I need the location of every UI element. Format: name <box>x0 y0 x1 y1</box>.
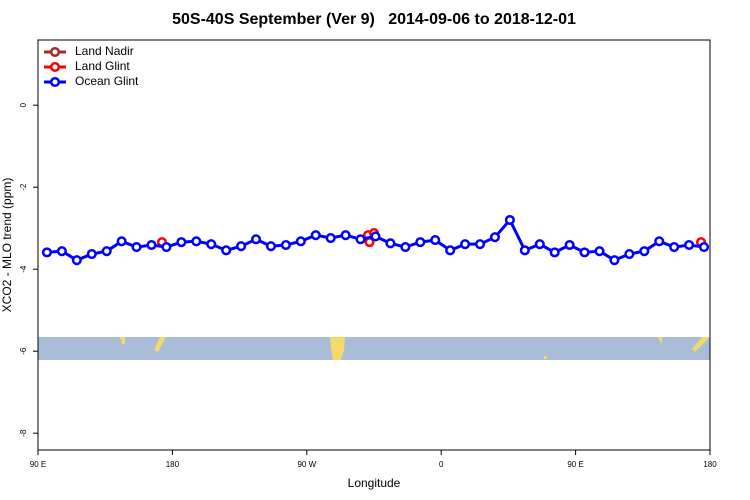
data-point <box>236 241 247 252</box>
data-point <box>250 234 262 245</box>
y-axis-label: XCO2 - MLO trend (ppm) <box>0 178 14 313</box>
legend-marker <box>49 76 61 88</box>
data-point <box>86 248 97 260</box>
data-point <box>460 239 471 250</box>
land-patch <box>120 337 125 344</box>
data-point <box>564 239 575 251</box>
data-point <box>310 230 321 241</box>
data-point <box>71 255 82 266</box>
y-tick-label: -6 <box>19 347 28 355</box>
data-point <box>654 236 665 247</box>
legend-label: Land Glint <box>75 59 130 73</box>
y-tick-label: -4 <box>19 265 28 273</box>
x-tick-label: 90 E <box>567 460 583 469</box>
data-point <box>101 246 112 257</box>
data-point <box>400 242 411 253</box>
data-point <box>131 242 142 253</box>
data-point <box>445 245 456 256</box>
data-point <box>669 242 680 253</box>
data-point <box>280 239 291 251</box>
y-tick-label: 0 <box>19 102 28 107</box>
data-point <box>191 236 202 247</box>
chart-title: 50S-40S September (Ver 9) 2014-09-06 to … <box>172 11 576 28</box>
data-point <box>519 245 530 256</box>
legend-label: Land Nadir <box>75 44 134 58</box>
plot-frame <box>37 39 711 451</box>
land-patch <box>330 337 345 360</box>
data-point <box>415 237 426 248</box>
data-point <box>684 239 695 251</box>
y-tick-label: -8 <box>19 429 28 437</box>
legend-marker <box>49 61 61 73</box>
land-patch <box>154 337 166 352</box>
x-tick-label: 180 <box>166 460 180 469</box>
data-point <box>474 239 486 250</box>
data-point <box>340 230 351 241</box>
x-tick-label: 180 <box>703 460 717 469</box>
data-point <box>355 234 366 245</box>
x-axis-label: Longitude <box>348 476 401 490</box>
data-point <box>116 236 127 247</box>
data-point <box>624 248 635 260</box>
legend-label: Ocean Glint <box>75 74 139 88</box>
land-patch <box>544 356 547 359</box>
data-point <box>609 255 620 266</box>
data-point <box>534 239 545 250</box>
data-point <box>176 237 187 248</box>
y-tick-label: -2 <box>19 183 28 191</box>
data-point <box>504 214 515 226</box>
map-strip <box>38 337 710 360</box>
x-tick-label: 0 <box>439 460 444 469</box>
data-point <box>206 239 217 250</box>
data-point <box>579 247 590 258</box>
land-patch <box>658 337 662 345</box>
data-point <box>370 231 381 242</box>
data-point <box>430 235 441 246</box>
data-point <box>295 236 306 247</box>
legend-marker <box>49 46 61 58</box>
data-point <box>41 247 53 258</box>
data-point <box>594 246 605 257</box>
data-point <box>698 242 710 253</box>
x-tick-label: 90 E <box>30 460 46 469</box>
data-point <box>265 241 277 252</box>
data-point <box>221 245 232 256</box>
data-point <box>385 238 396 249</box>
data-point <box>146 239 157 251</box>
ocean-band <box>38 337 710 360</box>
data-point <box>549 247 560 258</box>
land-patch <box>692 337 710 352</box>
data-point <box>56 246 67 257</box>
x-tick-label: 90 W <box>297 460 316 469</box>
data-point <box>161 242 172 253</box>
data-point <box>639 246 650 257</box>
data-point <box>325 232 336 244</box>
data-point <box>489 232 501 243</box>
